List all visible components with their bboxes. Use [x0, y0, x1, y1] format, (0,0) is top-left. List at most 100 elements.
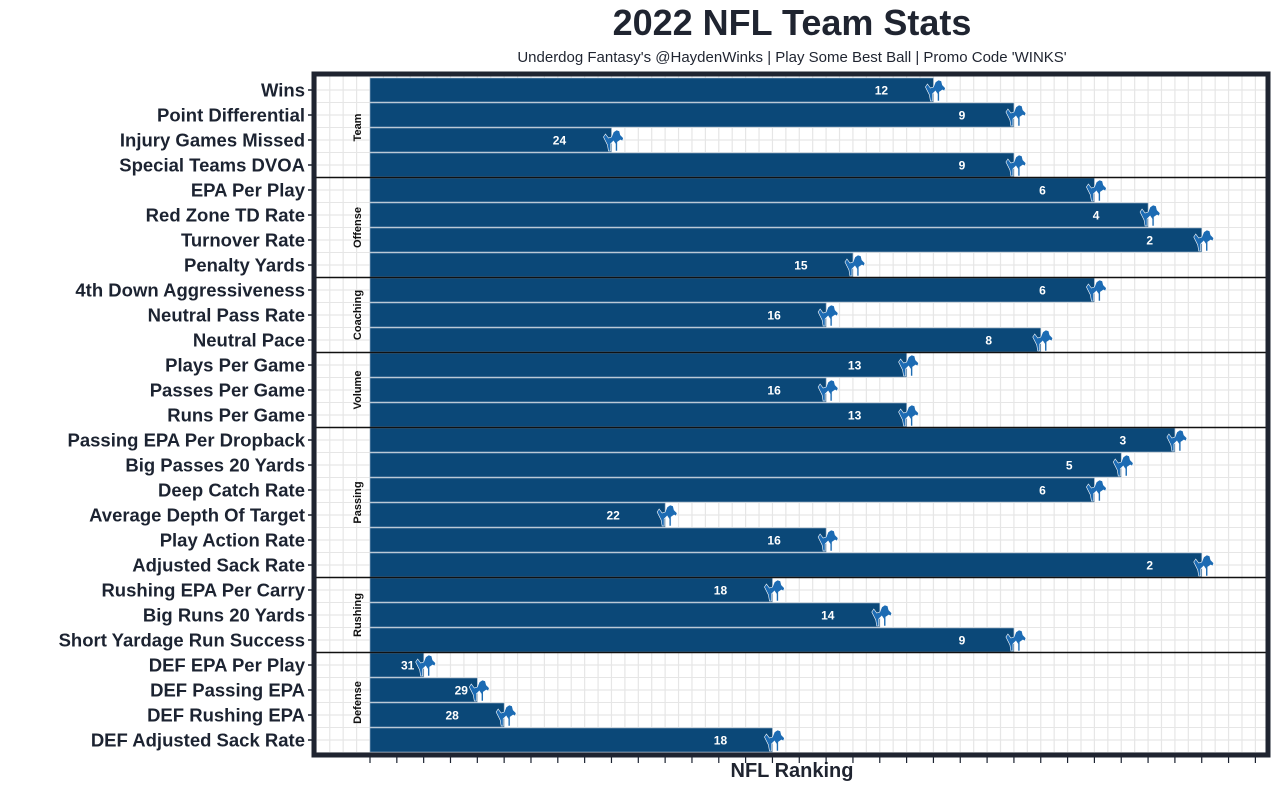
team-logo-icon — [1166, 429, 1188, 452]
bar-value-label: 22 — [606, 509, 620, 523]
bar-value-label: 2 — [1146, 559, 1153, 573]
team-logo-icon — [468, 679, 490, 702]
bar — [369, 627, 1015, 653]
bar-value-label: 9 — [959, 159, 966, 173]
bar — [369, 552, 1203, 578]
bar — [369, 102, 1015, 128]
bars — [369, 77, 1203, 753]
bar-value-label: 8 — [985, 334, 992, 348]
bar-value-label: 13 — [848, 409, 862, 423]
lion-shape — [817, 304, 839, 327]
bar-value-label: 9 — [959, 634, 966, 648]
lion-shape — [1112, 454, 1134, 477]
bar-value-label: 9 — [959, 109, 966, 123]
y-tick-label: Neutral Pass Rate — [148, 305, 305, 326]
group-label: Offense — [352, 207, 364, 248]
bar — [369, 177, 1095, 203]
team-logo-icon — [415, 654, 437, 677]
lion-shape — [1086, 179, 1107, 202]
bar — [369, 427, 1176, 453]
y-tick-label: DEF Passing EPA — [150, 680, 305, 701]
bar — [369, 277, 1095, 303]
y-tick-label: DEF EPA Per Play — [149, 655, 306, 676]
y-tick-label: Big Runs 20 Yards — [143, 605, 305, 626]
y-tick-label: Injury Games Missed — [120, 130, 305, 151]
y-tick-label: DEF Adjusted Sack Rate — [91, 730, 305, 751]
team-logo-icon — [898, 404, 919, 427]
team-logo-icon — [1005, 104, 1027, 127]
group-label: Team — [352, 113, 364, 141]
team-logo-icon — [1193, 229, 1215, 252]
panel-border — [311, 71, 1271, 758]
bar-value-label: 5 — [1066, 459, 1073, 473]
y-tick-label: Neutral Pace — [193, 330, 305, 351]
bar — [369, 677, 478, 703]
y-tick-label: Turnover Rate — [181, 230, 305, 251]
y-tick-label: EPA Per Play — [191, 180, 306, 201]
team-logo-icon — [1005, 629, 1027, 652]
bar-value-label: 14 — [821, 609, 835, 623]
bar — [369, 502, 666, 528]
chart-title: 2022 NFL Team Stats — [612, 2, 972, 43]
team-logo-icon — [898, 354, 919, 377]
lion-shape — [844, 254, 866, 277]
lion-shape — [817, 529, 839, 552]
bar-value-label: 2 — [1146, 234, 1153, 248]
bar — [369, 477, 1095, 503]
y-tick-label: Adjusted Sack Rate — [132, 555, 305, 576]
bar — [369, 702, 505, 728]
bar — [369, 302, 827, 328]
lion-shape — [495, 704, 517, 727]
y-tick-label: DEF Rushing EPA — [147, 705, 305, 726]
y-tick-label: Penalty Yards — [184, 255, 305, 276]
lion-shape — [898, 354, 919, 377]
lion-shape — [764, 729, 785, 752]
y-tick-label: Runs Per Game — [167, 405, 305, 426]
bar — [369, 602, 881, 628]
lion-shape — [764, 579, 785, 602]
team-logo-icon — [1086, 479, 1107, 502]
bar — [369, 377, 827, 403]
bar-value-label: 16 — [767, 309, 781, 323]
bar-value-label: 12 — [875, 84, 889, 98]
lion-shape — [1005, 104, 1027, 127]
team-logo-icon — [764, 579, 785, 602]
lion-shape — [656, 504, 678, 527]
bar — [369, 527, 827, 553]
lion-shape — [1032, 329, 1054, 352]
bar-value-label: 6 — [1039, 484, 1046, 498]
bar — [369, 402, 907, 428]
y-tick-label: Short Yardage Run Success — [59, 630, 305, 651]
lion-shape — [925, 79, 946, 102]
bar-value-label: 6 — [1039, 284, 1046, 298]
bar — [369, 152, 1015, 178]
y-tick-label: Play Action Rate — [160, 530, 305, 551]
y-tick-label: Big Passes 20 Yards — [125, 455, 305, 476]
bar-value-label: 28 — [445, 709, 459, 723]
bar — [369, 127, 612, 153]
group-label: Rushing — [352, 593, 364, 637]
team-logo-icon — [817, 379, 839, 402]
bar-value-label: 13 — [848, 359, 862, 373]
y-tick-label: Average Depth Of Target — [89, 505, 305, 526]
y-tick-label: Passing EPA Per Dropback — [67, 430, 305, 451]
x-axis-label: NFL Ranking — [730, 760, 854, 782]
lion-shape — [1005, 629, 1027, 652]
y-tick-label: Red Zone TD Rate — [146, 205, 305, 226]
lion-shape — [871, 604, 893, 627]
team-logo-icon — [1086, 179, 1107, 202]
bar-value-label: 15 — [794, 259, 808, 273]
lion-shape — [817, 379, 839, 402]
lion-shape — [1193, 229, 1215, 252]
lion-shape — [603, 129, 624, 152]
group-label: Defense — [352, 681, 364, 724]
chart-subtitle: Underdog Fantasy's @HaydenWinks | Play S… — [517, 49, 1067, 66]
bar-value-label: 16 — [767, 384, 781, 398]
y-tick-label: Passes Per Game — [150, 380, 305, 401]
lion-shape — [1005, 154, 1027, 177]
value-labels: 12 9 24 9 6 4 2 15 6 16 8 13 16 13 3 5 6 22 16 2 18 14 9 31 29 28… — [401, 79, 1215, 752]
team-logo-icon — [764, 729, 785, 752]
bar — [369, 352, 907, 378]
bar-value-label: 6 — [1039, 184, 1046, 198]
bar-value-label: 29 — [455, 684, 469, 698]
